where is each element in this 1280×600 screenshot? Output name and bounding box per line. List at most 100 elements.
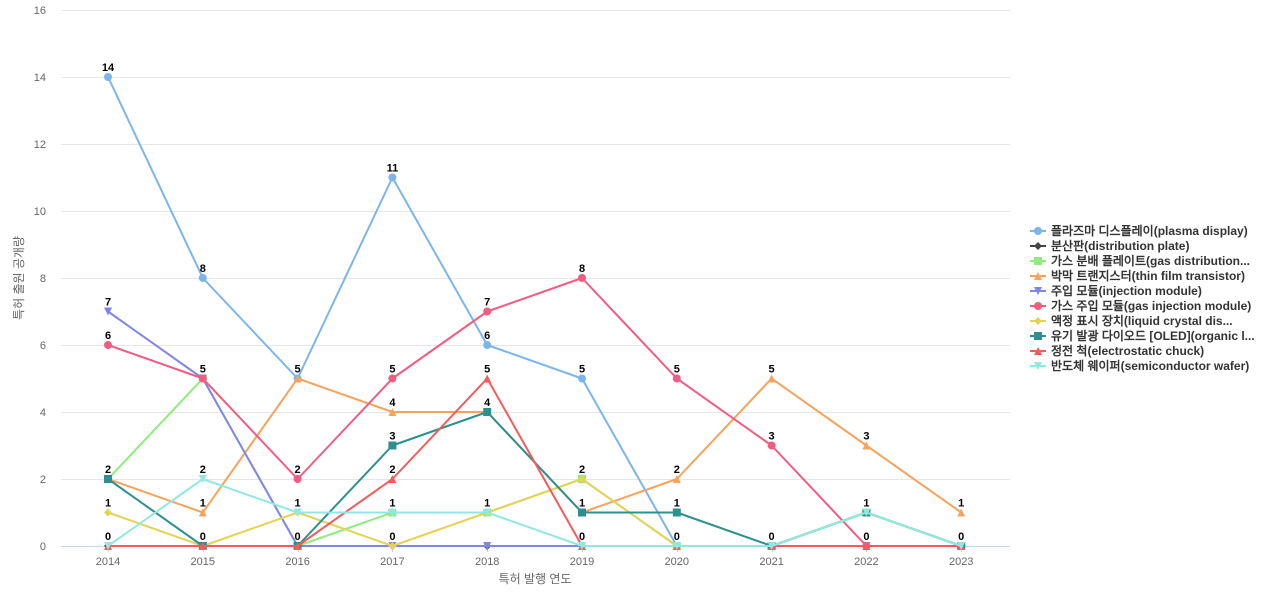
x-tick-label: 2017	[380, 556, 404, 568]
legend-marker	[1034, 362, 1042, 370]
legend-item: 유기 발광 다이오드 [OLED](organic l...	[1030, 328, 1255, 343]
series-point	[578, 508, 586, 517]
series-point	[104, 508, 112, 517]
series-point	[104, 475, 112, 483]
data-label: 2	[200, 464, 206, 476]
data-label: 0	[389, 531, 395, 543]
y-tick-label: 8	[40, 273, 46, 285]
data-label: 14	[102, 62, 115, 74]
data-label: 1	[579, 498, 585, 510]
legend-marker	[1034, 257, 1042, 265]
data-label: 3	[769, 431, 775, 443]
data-label: 5	[579, 364, 585, 376]
series-point	[198, 475, 207, 483]
y-tick-label: 2	[40, 474, 46, 486]
series-point	[198, 542, 207, 550]
data-label: 0	[958, 531, 964, 543]
series-point	[957, 542, 966, 550]
data-label: 2	[674, 464, 680, 476]
series-9	[104, 475, 966, 550]
series-point	[483, 542, 492, 550]
series-point	[293, 542, 302, 550]
series-point	[767, 542, 776, 550]
series-point	[578, 475, 586, 483]
series-point	[388, 475, 397, 483]
legend-label: 가스 주입 모듈(gas injection module)	[1051, 298, 1251, 313]
series-line	[107, 76, 962, 547]
legend-item: 가스 주입 모듈(gas injection module)	[1030, 298, 1251, 313]
legend-label: 유기 발광 다이오드 [OLED](organic l...	[1051, 328, 1255, 343]
series-8	[104, 374, 966, 550]
y-tick-label: 16	[34, 5, 46, 17]
series-point	[104, 73, 112, 81]
series-layer	[104, 73, 966, 550]
series-point	[483, 374, 492, 383]
series-point	[672, 374, 681, 383]
series-point	[198, 508, 207, 517]
data-label: 1	[105, 498, 111, 510]
series-point	[388, 542, 397, 550]
legend-item: 액정 표시 장치(liquid crystal dis...	[1030, 313, 1233, 328]
data-label: 6	[484, 330, 490, 342]
data-label: 1	[863, 498, 869, 510]
x-axis-title: 특허 발행 연도	[499, 571, 572, 586]
x-tick-label: 2021	[759, 556, 783, 568]
series-point	[388, 408, 397, 416]
data-label: 5	[200, 364, 206, 376]
series-line	[107, 277, 962, 547]
series-point	[198, 274, 207, 282]
legend-label: 반도체 웨이퍼(semiconductor wafer)	[1051, 358, 1249, 373]
data-label: 5	[389, 364, 395, 376]
legend-item: 주입 모듈(injection module)	[1030, 284, 1202, 298]
data-label: 5	[674, 364, 680, 376]
series-point	[104, 307, 112, 316]
series-point	[104, 542, 112, 550]
series-point	[293, 508, 302, 517]
series-line	[108, 377, 962, 547]
legend-item: 반도체 웨이퍼(semiconductor wafer)	[1030, 358, 1249, 373]
series-point	[672, 475, 681, 483]
legend: 플라즈마 디스플레이(plasma display)분산판(distributi…	[1030, 223, 1255, 373]
data-label: 1	[389, 498, 395, 510]
x-tick-label: 2014	[96, 556, 120, 568]
data-label: 11	[387, 163, 399, 175]
y-tick-label: 10	[34, 206, 46, 218]
legend-label: 액정 표시 장치(liquid crystal dis...	[1051, 313, 1233, 328]
series-point	[293, 374, 302, 383]
legend-label: 가스 분배 플레이트(gas distribution...	[1051, 253, 1250, 268]
y-tick-label: 6	[40, 340, 46, 352]
x-tick-label: 2020	[665, 556, 689, 568]
legend-marker	[1034, 272, 1042, 280]
legend-item: 분산판(distribution plate)	[1030, 238, 1189, 253]
series-point	[293, 475, 302, 483]
data-label: 0	[674, 531, 680, 543]
data-label: 3	[863, 431, 869, 443]
data-label: 5	[484, 364, 490, 376]
data-label: 2	[579, 464, 585, 476]
series-point	[198, 374, 207, 383]
series-point	[957, 508, 966, 517]
legend-item: 박막 트랜지스터(thin film transistor)	[1030, 268, 1245, 283]
legend-marker	[1034, 347, 1042, 355]
data-label: 5	[295, 364, 301, 376]
series-point	[388, 441, 397, 450]
series-point	[483, 307, 492, 316]
series-point	[672, 542, 681, 550]
legend-marker	[1034, 227, 1042, 235]
data-label: 1	[200, 498, 206, 510]
series-point	[388, 508, 397, 517]
y-tick-label: 14	[34, 72, 46, 84]
legend-label: 분산판(distribution plate)	[1051, 238, 1189, 253]
legend-marker	[1034, 287, 1042, 295]
series-point	[483, 508, 492, 517]
series-point	[388, 374, 397, 383]
data-label: 4	[389, 397, 396, 409]
data-label: 0	[863, 531, 869, 543]
data-label: 5	[769, 364, 775, 376]
x-tick-label: 2019	[570, 556, 594, 568]
data-label: 3	[389, 431, 395, 443]
series-line	[107, 478, 962, 547]
y-tick-label: 4	[40, 407, 46, 419]
data-label: 0	[579, 531, 585, 543]
legend-marker	[1034, 242, 1042, 250]
